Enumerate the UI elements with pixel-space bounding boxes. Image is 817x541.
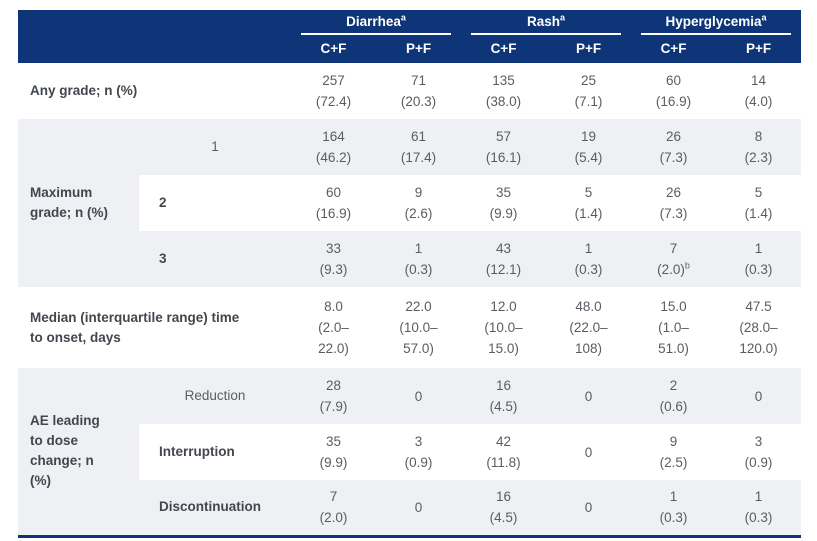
header-col-pf-diarrhea: P+F	[376, 35, 462, 63]
data-cell: 5 (1.4)	[546, 175, 632, 231]
data-cell: 9 (2.6)	[376, 175, 462, 231]
data-cell: 0	[546, 424, 632, 480]
data-cell: 22.0 (10.0– 57.0)	[376, 287, 462, 368]
header-col-cf-rash: C+F	[461, 35, 547, 63]
data-cell: 2 (0.6)	[631, 368, 717, 424]
sub-label: 1	[139, 119, 291, 175]
data-cell: 0	[546, 480, 632, 536]
table-row: Any grade; n (%) 257 (72.4) 71 (20.3) 135 (38.…	[18, 63, 802, 119]
row-label: Any grade; n (%)	[18, 63, 291, 119]
sub-label: Discontinuation	[139, 480, 291, 536]
header-group-rash: Rasha	[461, 10, 632, 35]
data-cell: 60 (16.9)	[631, 63, 717, 119]
table-row: 3 33 (9.3) 1 (0.3) 43 (12.1) 1 (0.3) 7 (2.0)b 1 (0.3…	[18, 231, 802, 287]
data-cell: 33 (9.3)	[291, 231, 376, 287]
data-cell: 5 (1.4)	[716, 175, 802, 231]
group-label: Hyperglycemia	[665, 14, 762, 29]
footnote-marker: b	[684, 260, 690, 271]
data-cell: 0	[376, 368, 462, 424]
section-label: Maximum grade; n (%)	[18, 119, 139, 287]
data-cell: 257 (72.4)	[291, 63, 376, 119]
data-cell: 3 (0.9)	[376, 424, 462, 480]
header-col-cf-diarrhea: C+F	[291, 35, 376, 63]
data-cell: 42 (11.8)	[461, 424, 547, 480]
data-cell: 14 (4.0)	[716, 63, 802, 119]
data-cell: 7 (2.0)b	[631, 231, 717, 287]
row-label: Median (interquartile range) time to ons…	[18, 287, 291, 368]
table-header: Diarrheaa Rasha Hyperglycemiaa C+F P+F C…	[18, 10, 802, 63]
data-cell: 1 (0.3)	[716, 480, 802, 536]
data-cell: 3 (0.9)	[716, 424, 802, 480]
table-row: Interruption 35 (9.9) 3 (0.9) 42 (11.8) 0 9 (2.5)…	[18, 424, 802, 480]
data-cell: 7 (2.0)	[291, 480, 376, 536]
header-group-hyperglycemia: Hyperglycemiaa	[631, 10, 802, 35]
header-col-pf-hyperglycemia: P+F	[716, 35, 802, 63]
footnote-marker: a	[761, 12, 767, 23]
data-cell: 61 (17.4)	[376, 119, 462, 175]
data-cell: 28 (7.9)	[291, 368, 376, 424]
data-cell: 164 (46.2)	[291, 119, 376, 175]
data-cell: 9 (2.5)	[631, 424, 717, 480]
header-col-cf-hyperglycemia: C+F	[631, 35, 717, 63]
data-cell: 47.5 (28.0– 120.0)	[716, 287, 802, 368]
sub-label: Reduction	[139, 368, 291, 424]
data-cell: 25 (7.1)	[546, 63, 632, 119]
header-corner-cell	[18, 10, 291, 63]
data-cell: 0	[716, 368, 802, 424]
data-cell: 15.0 (1.0– 51.0)	[631, 287, 717, 368]
header-group-row: Diarrheaa Rasha Hyperglycemiaa	[18, 10, 802, 63]
header-group-diarrhea: Diarrheaa	[291, 10, 462, 35]
table-row: Discontinuation 7 (2.0) 0 16 (4.5) 0 1 (0.3) 1 (0.…	[18, 480, 802, 536]
data-cell: 0	[376, 480, 462, 536]
table-row: Maximum grade; n (%) 1 164 (46.2) 61 (17.4) 57…	[18, 119, 802, 287]
data-cell: 48.0 (22.0– 108)	[546, 287, 632, 368]
adverse-events-table-wrap: Diarrheaa Rasha Hyperglycemiaa C+F P+F C…	[18, 10, 802, 538]
footnote-marker: a	[560, 12, 566, 23]
data-cell: 57 (16.1)	[461, 119, 547, 175]
data-cell: 71 (20.3)	[376, 63, 462, 119]
data-cell: 1 (0.3)	[716, 231, 802, 287]
data-cell: 1 (0.3)	[631, 480, 717, 536]
data-cell: 1 (0.3)	[376, 231, 462, 287]
section-label: AE leading to dose change; n (%)	[18, 368, 139, 536]
data-cell: 135 (38.0)	[461, 63, 547, 119]
sub-label: Interruption	[139, 424, 291, 480]
data-cell: 35 (9.9)	[291, 424, 376, 480]
data-cell: 16 (4.5)	[461, 368, 547, 424]
table-row: Median (interquartile range) time to ons…	[18, 287, 802, 368]
header-subcol-row: C+F P+F C+F P+F C+F P+F	[18, 35, 802, 63]
data-cell: 0	[546, 368, 632, 424]
table-row: AE leading to dose change; n (%) Reductio…	[18, 368, 802, 536]
data-cell: 1 (0.3)	[546, 231, 632, 287]
footnote-marker: a	[400, 12, 406, 23]
data-cell: 43 (12.1)	[461, 231, 547, 287]
data-cell: 8.0 (2.0– 22.0)	[291, 287, 376, 368]
sub-label: 2	[139, 175, 291, 231]
data-cell: 19 (5.4)	[546, 119, 632, 175]
group-label: Rash	[527, 14, 561, 29]
data-cell: 35 (9.9)	[461, 175, 547, 231]
data-cell: 8 (2.3)	[716, 119, 802, 175]
data-cell: 60 (16.9)	[291, 175, 376, 231]
table-body: Any grade; n (%) 257 (72.4) 71 (20.3) 135 (38.…	[18, 63, 802, 536]
adverse-events-table: Diarrheaa Rasha Hyperglycemiaa C+F P+F C…	[18, 10, 802, 538]
sub-label: 3	[139, 231, 291, 287]
table-row: 2 60 (16.9) 9 (2.6) 35 (9.9) 5 (1.4) 26 (7.3) 5 (1.4…	[18, 175, 802, 231]
data-cell: 16 (4.5)	[461, 480, 547, 536]
data-cell: 26 (7.3)	[631, 175, 717, 231]
header-col-pf-rash: P+F	[546, 35, 632, 63]
data-cell: 12.0 (10.0– 15.0)	[461, 287, 547, 368]
data-cell: 26 (7.3)	[631, 119, 717, 175]
group-label: Diarrhea	[346, 14, 401, 29]
